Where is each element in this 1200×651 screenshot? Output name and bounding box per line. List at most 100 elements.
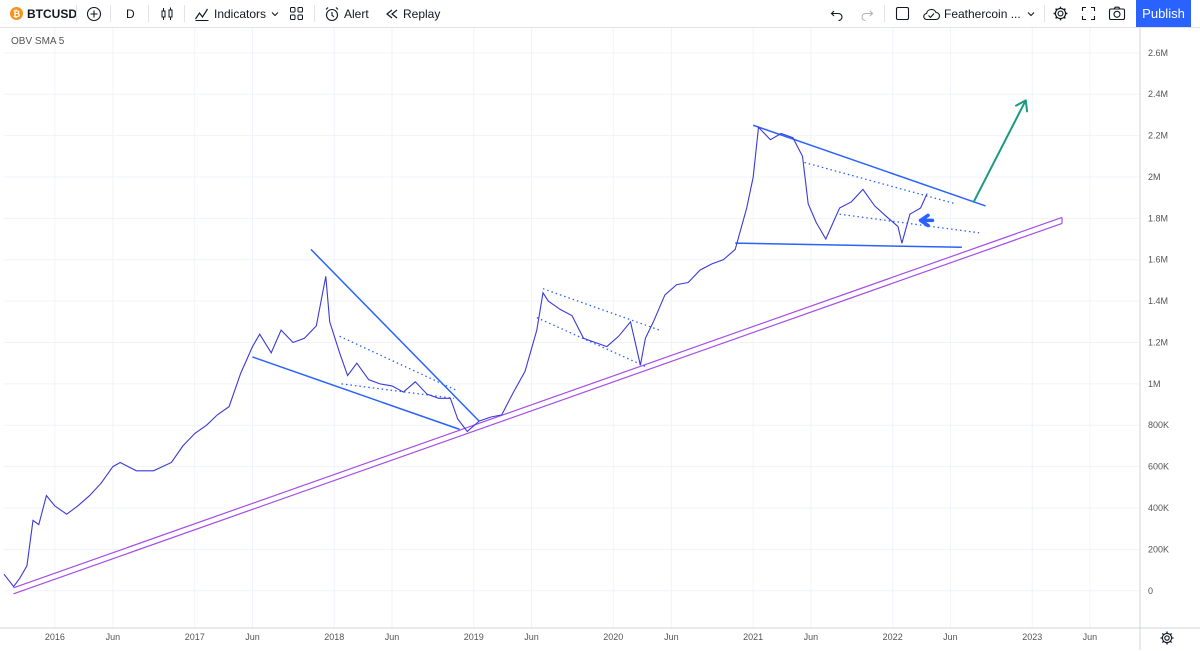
rewind-icon xyxy=(386,9,398,18)
x-tick-label: Jun xyxy=(664,632,679,642)
y-tick-label: 2M xyxy=(1148,172,1161,182)
undo-button[interactable] xyxy=(830,0,844,27)
chevron-down-icon xyxy=(271,11,279,16)
candles-icon xyxy=(161,7,173,20)
symbol-selector[interactable]: ₿ BTCUSD xyxy=(10,0,77,27)
y-tick-label: 2.2M xyxy=(1148,131,1168,141)
x-axis-ticks: 2016 Jun 2017 Jun 2018 Jun 2019 Jun 2020 Jun 2021 J… xyxy=(45,632,1097,642)
y-axis-ticks: 0 200K 400K 600K 800K 1M 1.2M 1.4M 1.6M 1.8M 2M 2.2… xyxy=(1148,48,1169,596)
indicators-dropdown[interactable] xyxy=(270,0,280,27)
toolbar-divider xyxy=(184,5,185,22)
y-tick-label: 600K xyxy=(1148,462,1169,472)
y-tick-label: 2.6M xyxy=(1148,48,1168,58)
gear-icon xyxy=(1053,6,1068,21)
arrow-drawings[interactable] xyxy=(918,99,1029,228)
trend-line xyxy=(310,248,480,422)
indicator-legend-label[interactable]: OBV SMA 5 xyxy=(11,36,65,47)
indicators-button[interactable]: Indicators xyxy=(194,0,266,27)
fullscreen-icon xyxy=(1081,6,1096,21)
gear-icon xyxy=(1160,631,1174,645)
plus-circle-icon xyxy=(86,6,102,21)
layout-name-button[interactable]: Feathercoin ... xyxy=(922,0,1021,27)
x-tick-label: Jun xyxy=(804,632,819,642)
fullscreen-select-button[interactable] xyxy=(895,0,910,27)
channel-upper-line xyxy=(13,216,1063,589)
alarm-clock-icon xyxy=(325,6,339,21)
x-tick-label: 2016 xyxy=(45,632,65,642)
layout-name-label: Feathercoin ... xyxy=(944,6,1021,21)
replay-button[interactable]: Replay xyxy=(385,0,440,27)
arrow-head xyxy=(918,213,930,228)
y-tick-label: 400K xyxy=(1148,503,1169,513)
symbol-label: BTCUSD xyxy=(27,6,77,21)
grid-layout-icon xyxy=(290,7,303,20)
compare-symbol-button[interactable] xyxy=(86,0,102,27)
square-icon xyxy=(895,6,910,21)
axes xyxy=(0,28,1200,650)
layout-button[interactable] xyxy=(289,0,304,27)
toolbar-divider xyxy=(884,5,885,22)
y-tick-label: 2.4M xyxy=(1148,89,1168,99)
support-channel[interactable] xyxy=(13,216,1063,595)
toolbar-divider xyxy=(76,5,77,22)
dotted-trend-line xyxy=(341,383,454,399)
channel-lower-line xyxy=(13,222,1063,595)
trend-line xyxy=(252,356,460,431)
dotted-trend-line xyxy=(839,213,980,234)
arrow-head xyxy=(1015,99,1029,113)
replay-label: Replay xyxy=(403,6,441,21)
cloud-check-icon xyxy=(923,8,941,20)
camera-icon xyxy=(1108,6,1126,21)
x-tick-label: Jun xyxy=(943,632,958,642)
toolbar-divider xyxy=(1044,5,1045,22)
x-tick-label: 2022 xyxy=(883,632,903,642)
y-tick-label: 200K xyxy=(1148,544,1169,554)
y-tick-label: 1.2M xyxy=(1148,337,1168,347)
indicators-label: Indicators xyxy=(214,6,267,21)
x-tick-label: 2018 xyxy=(324,632,344,642)
chart-grid xyxy=(4,28,1140,628)
x-tick-label: 2019 xyxy=(464,632,484,642)
undo-icon xyxy=(830,10,843,21)
x-tick-label: Jun xyxy=(385,632,400,642)
toolbar-divider xyxy=(314,5,315,22)
bitcoin-logo-icon: ₿ xyxy=(10,7,23,20)
x-tick-label: 2017 xyxy=(185,632,205,642)
fullscreen-button[interactable] xyxy=(1081,0,1096,27)
y-tick-label: 1.4M xyxy=(1148,296,1168,306)
chart-type-button[interactable] xyxy=(159,0,175,27)
trend-line xyxy=(735,242,962,249)
dotted-trend-line xyxy=(339,335,457,391)
x-tick-label: Jun xyxy=(524,632,539,642)
y-tick-label: 1M xyxy=(1148,379,1161,389)
top-toolbar: ₿ BTCUSD D Indicators Alert Replay Feat xyxy=(0,0,1200,28)
axis-settings-button[interactable] xyxy=(1159,630,1175,646)
trend-line xyxy=(752,124,986,207)
arrow-shaft xyxy=(972,99,1027,203)
dotted-trend-line xyxy=(804,161,956,205)
interval-button[interactable]: D xyxy=(126,6,135,21)
alert-button[interactable]: Alert xyxy=(324,0,369,27)
layout-dropdown[interactable] xyxy=(1026,0,1036,27)
price-chart[interactable]: 0 200K 400K 600K 800K 1M 1.2M 1.4M 1.6M 1.8M 2M 2.2… xyxy=(0,28,1200,650)
publish-button[interactable]: Publish xyxy=(1136,0,1191,27)
y-tick-label: 1.8M xyxy=(1148,213,1168,223)
indicators-icon xyxy=(195,8,209,21)
obv-series-line xyxy=(3,126,928,588)
x-tick-label: Jun xyxy=(1083,632,1098,642)
redo-button[interactable] xyxy=(860,0,874,27)
y-tick-label: 800K xyxy=(1148,420,1169,430)
chevron-down-icon xyxy=(1027,11,1035,16)
x-tick-label: 2021 xyxy=(743,632,763,642)
x-tick-label: 2020 xyxy=(603,632,623,642)
alert-label: Alert xyxy=(344,6,369,21)
trend-drawings[interactable] xyxy=(252,124,986,431)
y-tick-label: 1.6M xyxy=(1148,255,1168,265)
settings-button[interactable] xyxy=(1052,0,1069,27)
y-tick-label: 0 xyxy=(1148,586,1153,596)
snapshot-button[interactable] xyxy=(1108,0,1126,27)
x-tick-label: Jun xyxy=(245,632,260,642)
redo-icon xyxy=(861,10,874,21)
toolbar-divider xyxy=(110,5,111,22)
x-tick-label: Jun xyxy=(106,632,121,642)
